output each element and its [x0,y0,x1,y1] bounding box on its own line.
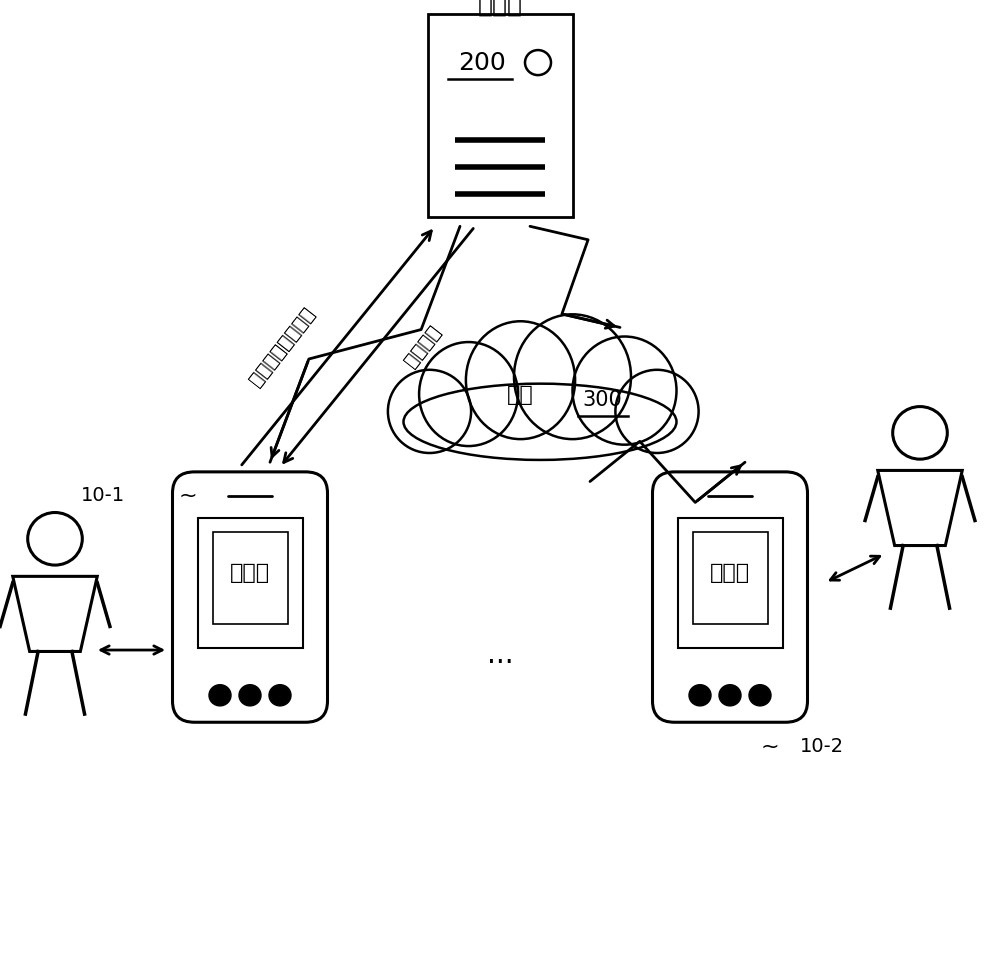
FancyBboxPatch shape [652,472,808,722]
Ellipse shape [388,370,471,453]
Bar [428,14,572,217]
Text: ~: ~ [761,737,779,756]
FancyBboxPatch shape [173,472,328,722]
Text: 10-1: 10-1 [81,486,125,506]
Text: 聊天语料: 聊天语料 [401,323,444,371]
Text: 聊天语料标注结果: 聊天语料标注结果 [246,303,319,390]
Bar [678,518,782,647]
Circle shape [893,406,947,459]
Circle shape [28,512,82,565]
Circle shape [525,50,551,75]
Text: 300: 300 [582,390,622,409]
Ellipse shape [419,342,518,446]
Circle shape [749,685,771,706]
Circle shape [269,685,291,706]
Ellipse shape [572,336,676,445]
Bar [198,518,302,647]
Text: ~: ~ [179,486,197,506]
Ellipse shape [615,370,699,453]
Polygon shape [13,576,97,651]
Text: 服务器: 服务器 [478,0,522,16]
Bar [692,532,768,624]
Circle shape [239,685,261,706]
Text: 200: 200 [458,51,506,74]
Ellipse shape [514,314,631,439]
Circle shape [209,685,231,706]
Ellipse shape [466,322,575,439]
Text: 客户端: 客户端 [710,563,750,583]
Text: 客户端: 客户端 [230,563,270,583]
Ellipse shape [404,383,676,460]
Bar [212,532,288,624]
Text: ...: ... [487,640,513,669]
Circle shape [689,685,711,706]
Polygon shape [878,470,962,545]
Circle shape [719,685,741,706]
Text: 10-2: 10-2 [800,737,844,756]
Text: 网络: 网络 [507,385,533,404]
